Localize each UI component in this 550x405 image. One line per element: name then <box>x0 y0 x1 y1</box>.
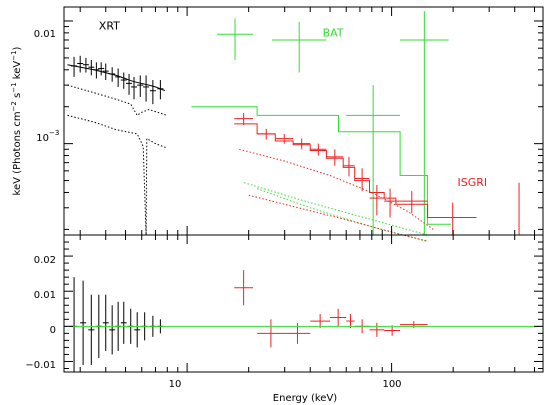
xrt-component-2 <box>67 114 168 236</box>
bottom-y-tick-label-0.01: 0.01 <box>34 290 56 301</box>
x-axis-label: Energy (keV) <box>273 393 338 404</box>
isgri-model-line <box>234 123 477 218</box>
y-label-exp1: −2 <box>10 101 18 111</box>
isgri-component-1 <box>239 148 434 230</box>
top-panel-data <box>67 11 520 242</box>
bat-model-line <box>191 106 451 225</box>
bat-component-1 <box>243 182 428 236</box>
bottom-y-tick-label-0: 0 <box>50 325 56 336</box>
legend-label-xrt: XRT <box>99 20 120 33</box>
y-label-mid: s <box>12 93 23 101</box>
top-y-tick-exponent: −3 <box>49 129 59 137</box>
axis-ticks <box>64 7 543 372</box>
legend-label-bat: BAT <box>323 26 344 39</box>
top-y-tick-label-1e-3: 10 <box>36 133 49 144</box>
legend-label-isgri: ISGRI <box>458 176 488 189</box>
x-tick-label-10: 10 <box>169 379 182 390</box>
top-y-tick-label-0.01: 0.01 <box>34 29 56 40</box>
bottom-y-tick-label-0.02: 0.02 <box>34 255 56 266</box>
bottom-panel-frame <box>63 234 544 373</box>
y-label-end: ) <box>12 46 23 50</box>
y-label-exp3: −1 <box>10 50 18 60</box>
bottom-panel-data <box>64 270 543 372</box>
bottom-y-tick-label-minus-0.01: −0.01 <box>25 360 56 371</box>
y-label-exp2: −1 <box>10 82 18 92</box>
bat-component-2 <box>256 188 428 242</box>
top-y-axis-label: keV (Photons cm−2 s−1 keV−1) <box>10 46 23 195</box>
x-tick-label-100: 100 <box>382 379 401 390</box>
y-label-main: keV (Photons cm <box>12 111 23 195</box>
y-label-mid2: keV <box>12 61 23 83</box>
